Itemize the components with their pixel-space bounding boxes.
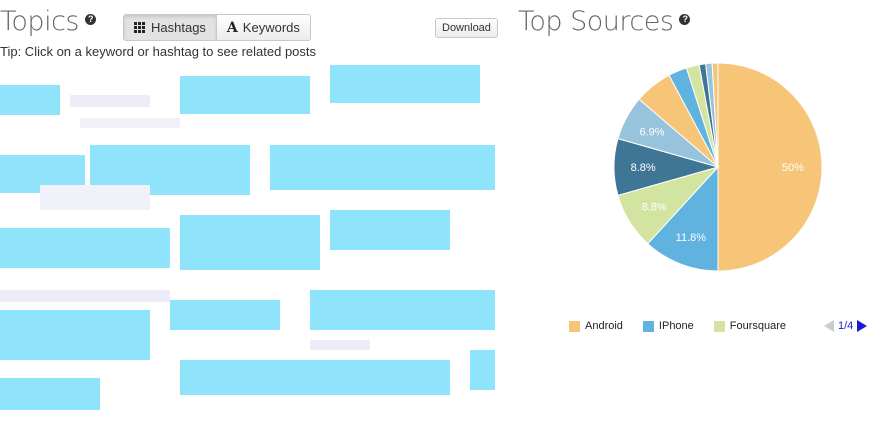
download-button[interactable]: Download [435,18,498,38]
chart-legend: Android IPhone Foursquare [569,320,806,332]
pie-slice-label: 8.8% [631,162,656,174]
legend-item-iphone[interactable]: IPhone [642,320,694,332]
cloud-word[interactable] [0,290,170,302]
legend-pager: 1/4 [824,320,868,332]
pager-label: 1/4 [838,320,854,332]
cloud-word[interactable] [330,210,450,250]
pie-slice[interactable] [717,62,823,272]
legend-label: Android [585,320,623,332]
pie-slice-label: 6.9% [640,127,665,139]
tab-hashtags[interactable]: Hashtags [124,15,216,40]
topic-cloud [0,60,500,420]
grid-icon [134,22,145,33]
legend-item-android[interactable]: Android [569,320,623,332]
cloud-word[interactable] [180,76,310,114]
topic-mode-toggle: Hashtags A Keywords [123,14,311,41]
cloud-word[interactable] [310,290,495,330]
pie-slice[interactable] [711,62,719,168]
triangle-right-icon[interactable] [857,320,868,332]
cloud-word[interactable] [40,185,150,210]
topics-panel: Topics? Hashtags A Keywords Download Tip… [0,6,500,420]
font-icon: A [226,19,238,36]
top-sources-panel: Top Sources? [516,0,887,427]
cloud-word[interactable] [170,300,280,330]
legend-label: IPhone [658,320,694,332]
tab-hashtags-label: Hashtags [151,20,206,35]
cloud-word[interactable] [330,65,480,103]
legend-swatch [713,320,725,332]
legend-label: Foursquare [729,320,787,332]
top-sources-title: Top Sources [518,6,674,37]
cloud-word[interactable] [0,310,150,360]
pie-slice-label: 11.8% [676,232,707,244]
cloud-word[interactable] [180,215,320,270]
question-circle-icon[interactable]: ? [84,14,96,25]
sources-pie-chart: 50% 11.8% 8.8% 8.8% 6.9% [613,62,824,279]
cloud-word[interactable] [70,95,150,107]
cloud-word[interactable] [0,85,60,115]
top-sources-title-wrap: Top Sources? [518,6,691,37]
cloud-word[interactable] [0,228,170,268]
tab-keywords-label: Keywords [242,20,300,35]
pie-slice-label: 50% [782,162,804,174]
cloud-word[interactable] [470,350,495,390]
tip-text: Tip: Click on a keyword or hashtag to se… [0,44,317,59]
question-circle-icon[interactable]: ? [679,14,691,25]
tab-keywords[interactable]: A Keywords [215,15,310,40]
cloud-word[interactable] [80,118,180,128]
legend-swatch [642,320,654,332]
cloud-word[interactable] [310,340,370,350]
topics-title: Topics [0,6,79,37]
cloud-word[interactable] [180,360,450,395]
triangle-left-icon[interactable] [824,320,834,332]
legend-item-foursquare[interactable]: Foursquare [713,320,787,332]
legend-swatch [569,320,580,332]
pie-slice-label: 8.8% [642,201,667,213]
cloud-word[interactable] [0,378,100,410]
pie-slice[interactable] [647,165,719,272]
topics-title-wrap: Topics? [0,6,96,37]
cloud-word[interactable] [270,145,495,190]
